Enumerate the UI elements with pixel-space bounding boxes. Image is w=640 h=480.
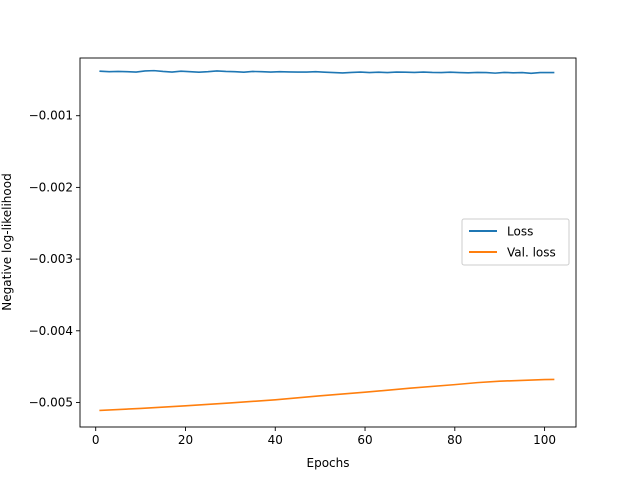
y-tick-label: −0.004 (29, 324, 73, 338)
x-axis-label: Epochs (307, 456, 350, 470)
legend: Loss Val. loss (461, 218, 570, 266)
x-tick-label: 20 (178, 433, 193, 447)
y-tick-label: −0.005 (29, 395, 73, 409)
y-tick-label: −0.002 (29, 180, 73, 194)
x-tick-label: 80 (447, 433, 462, 447)
y-tick-label: −0.003 (29, 252, 73, 266)
x-tick-label: 100 (533, 433, 556, 447)
x-tick-label: 0 (92, 433, 100, 447)
y-tick-label: −0.001 (29, 109, 73, 123)
legend-label-loss: Loss (507, 225, 533, 239)
axes-frame (79, 57, 577, 428)
legend-label-val-loss: Val. loss (507, 246, 556, 260)
series-line-val-loss (99, 378, 555, 412)
series-layer (99, 69, 555, 412)
ticks-layer: 0 20 40 60 80 100 −0.005 −0.004 −0.003 −0.002 −0.0… (29, 57, 577, 447)
y-axis-label: Negative log-likelihood (0, 173, 14, 310)
x-tick-label: 60 (357, 433, 372, 447)
series-line-loss (99, 69, 555, 75)
x-tick-label: 40 (268, 433, 283, 447)
